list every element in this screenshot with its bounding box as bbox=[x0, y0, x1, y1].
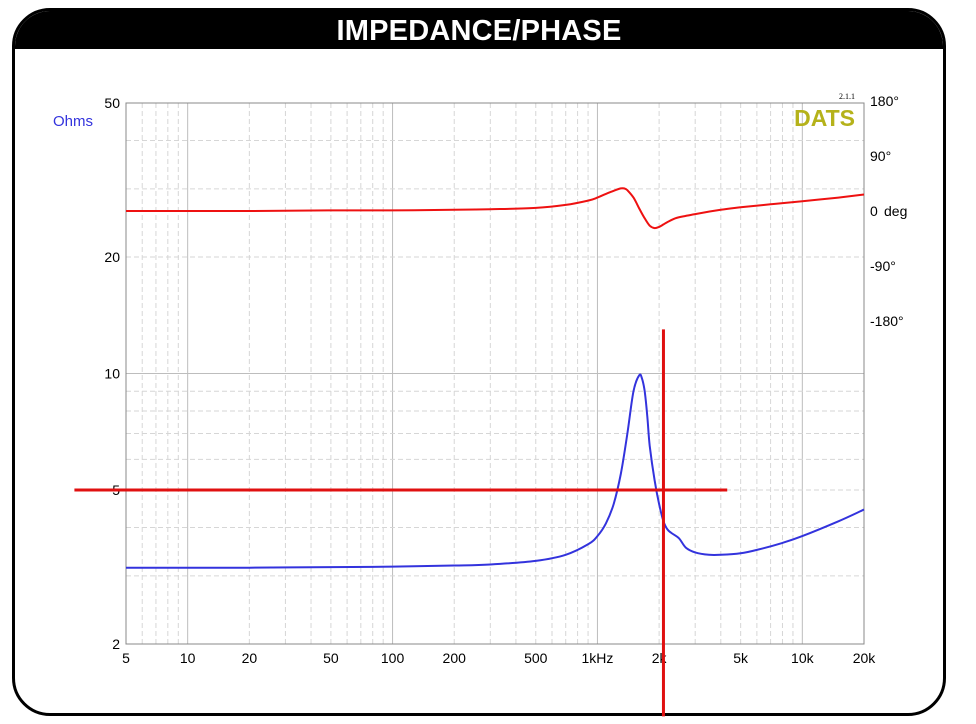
x-tick-label: 10k bbox=[791, 650, 815, 666]
x-tick-label: 200 bbox=[443, 650, 467, 666]
x-tick-label: 1kHz bbox=[581, 650, 613, 666]
y-tick-label: 2 bbox=[112, 636, 120, 652]
y2-tick-label: 180° bbox=[870, 93, 899, 109]
x-tick-label: 20k bbox=[853, 650, 877, 666]
annotations bbox=[74, 329, 728, 717]
impedance-line bbox=[126, 373, 865, 569]
chart-title: IMPEDANCE/PHASE bbox=[15, 11, 943, 49]
y-tick-label: 50 bbox=[104, 95, 120, 111]
x-tick-label: 5 bbox=[122, 650, 130, 666]
dats-logo: DATS bbox=[794, 105, 855, 131]
x-tick-label: 20 bbox=[242, 650, 258, 666]
x-tick-label: 50 bbox=[323, 650, 339, 666]
x-tick-label: 5k bbox=[733, 650, 749, 666]
x-tick-label: 100 bbox=[381, 650, 405, 666]
x-tick-label: 2k bbox=[652, 650, 668, 666]
grid bbox=[125, 102, 865, 645]
y2-tick-label: 0 bbox=[870, 203, 878, 219]
series bbox=[125, 187, 865, 569]
y2-tick-label: -90° bbox=[870, 258, 896, 274]
y2-tick-label: -180° bbox=[870, 313, 904, 329]
y2-tick-label: 90° bbox=[870, 148, 891, 164]
x-tick-label: 10 bbox=[180, 650, 196, 666]
plot-border bbox=[125, 102, 865, 645]
phase-line bbox=[125, 187, 865, 230]
y2-axis-label-deg: deg bbox=[884, 203, 907, 219]
dats-version: 2.1.1 bbox=[839, 92, 855, 101]
y-axis-label-ohms: Ohms bbox=[53, 113, 93, 130]
x-tick-label: 500 bbox=[524, 650, 548, 666]
axis-ticks: 51020501002005001kHz2k5k10k20k5020105218… bbox=[104, 93, 907, 666]
y-tick-label: 20 bbox=[104, 249, 120, 265]
y-tick-label: 10 bbox=[104, 366, 120, 382]
